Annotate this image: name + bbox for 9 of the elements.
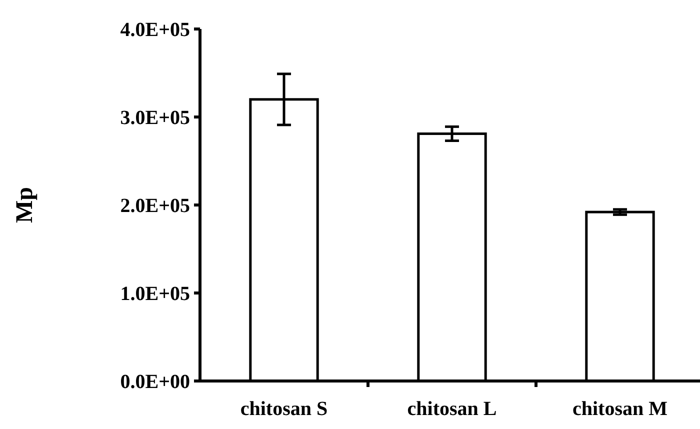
- y-tick-label: 3.0E+05: [120, 107, 190, 129]
- y-axis-title: Mp: [12, 187, 38, 223]
- x-tick-label: chitosan M: [572, 398, 668, 420]
- y-tick-label: 0.0E+00: [120, 371, 190, 393]
- y-tick-label: 2.0E+05: [120, 195, 190, 217]
- y-tick-label: 4.0E+05: [120, 19, 190, 41]
- x-tick-label: chitosan L: [407, 398, 497, 420]
- x-tick-label: chitosan S: [240, 398, 328, 420]
- y-tick-label: 1.0E+05: [120, 283, 190, 305]
